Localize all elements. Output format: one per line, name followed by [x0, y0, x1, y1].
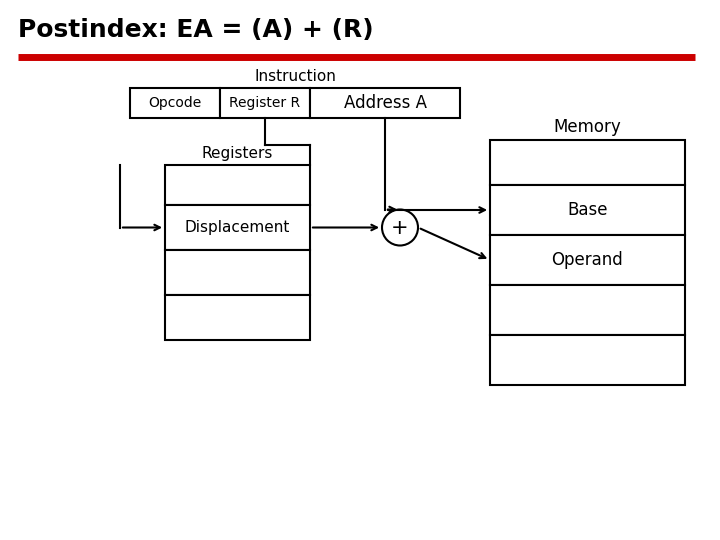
Bar [220, 88, 310, 118]
Bar [165, 250, 310, 295]
Bar [490, 235, 685, 285]
Text: +: + [391, 218, 409, 238]
Bar [490, 185, 685, 235]
Text: Base: Base [567, 201, 608, 219]
Bar [165, 205, 310, 250]
Text: Registers: Registers [202, 146, 273, 161]
Bar [165, 165, 310, 205]
Text: Register R: Register R [230, 96, 300, 110]
Bar [490, 285, 685, 335]
Text: Address A: Address A [343, 94, 426, 112]
Text: Displacement: Displacement [185, 220, 290, 235]
Text: Memory: Memory [554, 118, 621, 136]
Text: Postindex: EA = (A) + (R): Postindex: EA = (A) + (R) [18, 18, 374, 42]
Bar [490, 140, 685, 185]
Bar [490, 335, 685, 385]
Text: Instruction: Instruction [254, 69, 336, 84]
Circle shape [382, 210, 418, 246]
Bar [130, 88, 220, 118]
Bar [165, 295, 310, 340]
Text: Operand: Operand [552, 251, 624, 269]
Bar [310, 88, 460, 118]
Text: Opcode: Opcode [148, 96, 202, 110]
